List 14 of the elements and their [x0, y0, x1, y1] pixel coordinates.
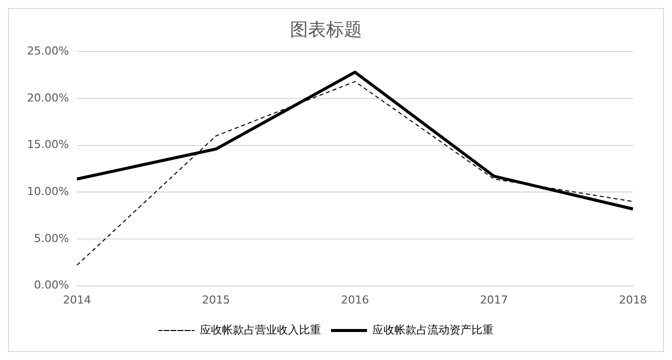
x-tick-label: 2017 — [480, 293, 508, 306]
y-tick-label: 5.00% — [34, 232, 69, 245]
y-tick-label: 20.00% — [26, 91, 69, 104]
y-tick-label: 15.00% — [26, 138, 69, 152]
legend-label: 应收帐款占营业收入比重 — [200, 323, 321, 336]
x-tick-label: 2016 — [340, 293, 369, 306]
x-tick-label: 2014 — [62, 293, 91, 306]
y-tick-label: 25.00% — [26, 44, 69, 58]
x-tick-label: 2015 — [202, 293, 230, 306]
legend-label: 应收帐款占流动资产比重 — [372, 323, 494, 336]
chart-title: 图表标题 — [290, 19, 362, 40]
y-tick-label: 0.00% — [34, 278, 69, 292]
y-tick-label: 10.00% — [26, 184, 69, 198]
x-tick-label: 2018 — [619, 293, 647, 306]
